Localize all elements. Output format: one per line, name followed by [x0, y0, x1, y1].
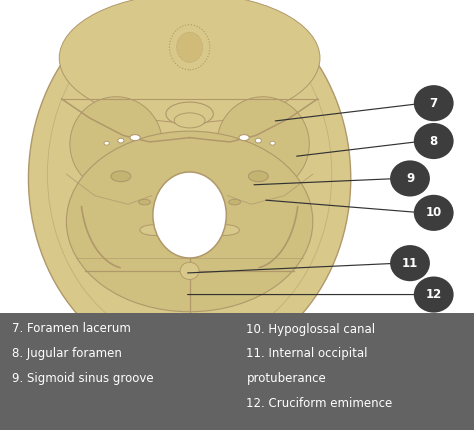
- Ellipse shape: [138, 200, 151, 205]
- Text: 7. Foramen lacerum: 7. Foramen lacerum: [12, 322, 131, 335]
- Text: 12. Cruciform emimence: 12. Cruciform emimence: [246, 397, 393, 410]
- Circle shape: [414, 195, 454, 231]
- Ellipse shape: [66, 131, 313, 312]
- Ellipse shape: [140, 224, 168, 236]
- Ellipse shape: [248, 171, 268, 181]
- Ellipse shape: [217, 97, 310, 191]
- Text: 10: 10: [426, 206, 442, 219]
- Text: 7: 7: [429, 97, 438, 110]
- Ellipse shape: [228, 200, 240, 205]
- Circle shape: [390, 160, 430, 197]
- Ellipse shape: [255, 138, 262, 143]
- Ellipse shape: [211, 224, 239, 236]
- Ellipse shape: [176, 32, 203, 62]
- Ellipse shape: [153, 172, 227, 258]
- Text: 8. Jugular foramen: 8. Jugular foramen: [12, 347, 122, 360]
- Text: 12: 12: [426, 288, 442, 301]
- Ellipse shape: [239, 135, 249, 141]
- Text: 9: 9: [406, 172, 414, 185]
- Circle shape: [414, 85, 454, 121]
- Ellipse shape: [170, 25, 210, 70]
- Text: 10. Hypoglossal canal: 10. Hypoglossal canal: [246, 322, 375, 335]
- Ellipse shape: [166, 102, 213, 126]
- Text: 11: 11: [402, 257, 418, 270]
- Ellipse shape: [174, 113, 205, 128]
- Circle shape: [414, 123, 454, 159]
- Circle shape: [390, 245, 430, 281]
- Ellipse shape: [28, 0, 351, 368]
- Text: 9. Sigmoid sinus groove: 9. Sigmoid sinus groove: [12, 372, 154, 385]
- Text: 8: 8: [429, 135, 438, 147]
- Ellipse shape: [70, 97, 162, 191]
- Ellipse shape: [180, 262, 199, 280]
- FancyBboxPatch shape: [0, 313, 474, 430]
- Ellipse shape: [111, 171, 131, 181]
- Text: 11. Internal occipital: 11. Internal occipital: [246, 347, 368, 360]
- Text: protuberance: protuberance: [246, 372, 326, 385]
- Ellipse shape: [118, 138, 124, 143]
- Circle shape: [414, 276, 454, 313]
- Ellipse shape: [270, 141, 275, 145]
- Ellipse shape: [104, 141, 109, 145]
- Ellipse shape: [130, 135, 140, 141]
- Ellipse shape: [47, 2, 332, 346]
- Ellipse shape: [59, 0, 320, 123]
